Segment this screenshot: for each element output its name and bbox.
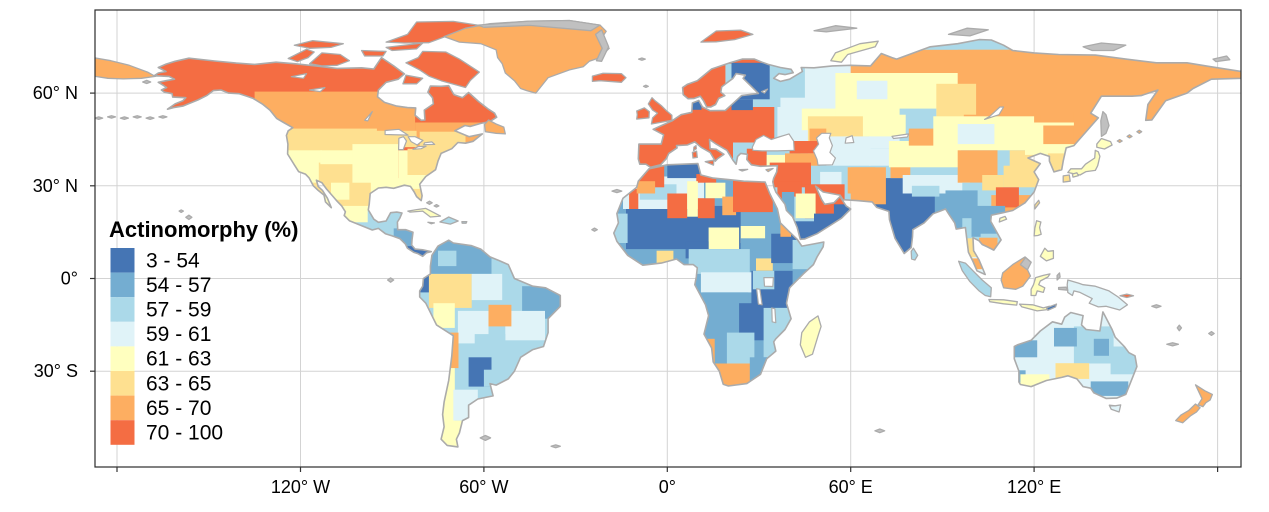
svg-text:57 - 59: 57 - 59 [146, 299, 211, 322]
svg-text:65 - 70: 65 - 70 [146, 397, 211, 420]
svg-text:0°: 0° [61, 269, 78, 289]
svg-text:120° E: 120° E [1007, 477, 1061, 497]
svg-text:61 - 63: 61 - 63 [146, 348, 211, 371]
svg-text:30° S: 30° S [34, 361, 78, 381]
svg-text:120° W: 120° W [271, 477, 330, 497]
svg-text:63 - 65: 63 - 65 [146, 372, 211, 395]
svg-text:59 - 61: 59 - 61 [146, 323, 211, 346]
svg-text:70 - 100: 70 - 100 [146, 422, 223, 445]
svg-text:60° N: 60° N [33, 83, 78, 103]
svg-text:Actinomorphy (%): Actinomorphy (%) [109, 217, 298, 242]
svg-text:54 - 57: 54 - 57 [146, 274, 211, 297]
svg-text:0°: 0° [659, 477, 676, 497]
svg-text:3 - 54: 3 - 54 [146, 249, 200, 272]
svg-text:60° W: 60° W [459, 477, 508, 497]
svg-text:30° N: 30° N [33, 176, 78, 196]
svg-text:60° E: 60° E [829, 477, 873, 497]
